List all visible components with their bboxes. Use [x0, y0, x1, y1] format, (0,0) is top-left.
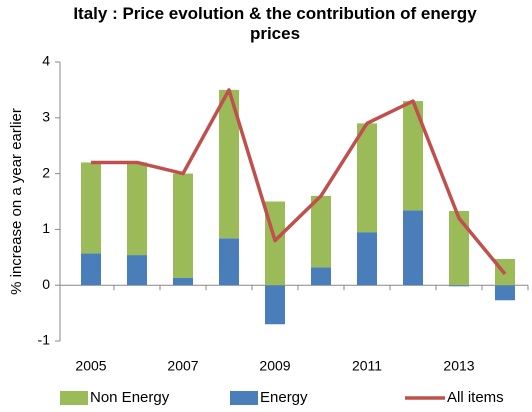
bar: [173, 277, 193, 286]
x-tick-label: 2005: [75, 358, 106, 374]
y-tick-label: 4: [42, 53, 50, 69]
x-tick-label: 2011: [352, 358, 382, 374]
bar: [495, 285, 515, 301]
bar: [311, 195, 331, 268]
bar: [219, 89, 239, 239]
bar: [127, 255, 147, 286]
bar: [403, 210, 423, 286]
bar: [219, 238, 239, 286]
y-tick-label: 2: [42, 164, 50, 180]
bar: [357, 232, 377, 286]
bar: [357, 123, 377, 233]
bar: [265, 285, 285, 325]
chart-title: Italy : Price evolution & the contributi…: [73, 4, 477, 43]
y-tick-label: -1: [38, 332, 51, 348]
bar: [311, 267, 331, 286]
bar: [449, 210, 469, 286]
y-tick-label: 0: [42, 276, 50, 292]
x-tick-label: 2007: [167, 358, 198, 374]
bar: [81, 162, 101, 254]
y-axis-label: % increase on a year earlier: [8, 108, 25, 295]
bar: [127, 162, 147, 256]
y-tick-label: 1: [42, 220, 50, 236]
y-tick-label: 3: [42, 109, 50, 125]
bar: [81, 253, 101, 286]
legend-label: Energy: [260, 389, 308, 406]
line: [91, 88, 507, 276]
legend-swatch: [60, 391, 88, 405]
x-tick-label: 2013: [443, 358, 474, 374]
bar: [403, 101, 423, 211]
legend-swatch: [230, 391, 258, 405]
bar: [449, 285, 469, 287]
legend-label: Non Energy: [90, 389, 170, 406]
x-tick-label: 2009: [259, 358, 290, 374]
bar: [173, 173, 193, 278]
legend-label: All items: [447, 389, 504, 406]
